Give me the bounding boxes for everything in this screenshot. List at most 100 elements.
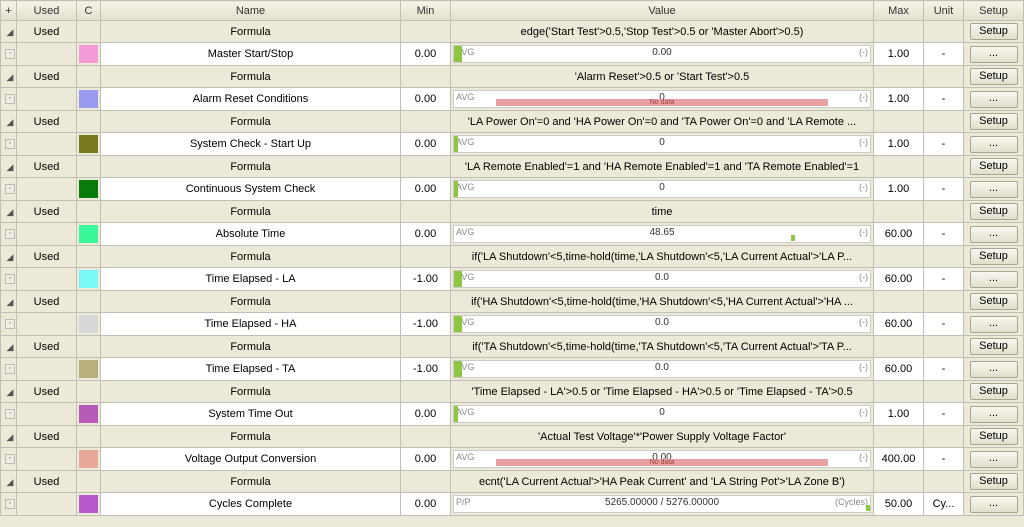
- used-cell[interactable]: Used: [17, 471, 77, 493]
- expand-icon[interactable]: ▫: [5, 499, 15, 509]
- setup-button[interactable]: Setup: [970, 68, 1018, 85]
- used-cell[interactable]: [17, 313, 77, 336]
- unit-cell[interactable]: -: [924, 358, 964, 381]
- color-swatch[interactable]: [77, 43, 101, 66]
- used-cell[interactable]: [17, 133, 77, 156]
- max-cell[interactable]: 60.00: [874, 223, 924, 246]
- used-cell[interactable]: Used: [17, 336, 77, 358]
- value-cell[interactable]: AVG(-)0.0: [451, 358, 874, 381]
- dots-button[interactable]: ...: [970, 271, 1018, 288]
- used-cell[interactable]: [17, 178, 77, 201]
- header-plus[interactable]: +: [1, 1, 17, 21]
- expand-icon[interactable]: ▫: [5, 319, 15, 329]
- used-cell[interactable]: Used: [17, 381, 77, 403]
- expand-icon[interactable]: ▫: [5, 94, 15, 104]
- expand-icon[interactable]: ▫: [5, 274, 15, 284]
- used-cell[interactable]: [17, 358, 77, 381]
- max-cell[interactable]: 1.00: [874, 133, 924, 156]
- collapse-icon[interactable]: ◢: [5, 207, 15, 217]
- dots-button[interactable]: ...: [970, 451, 1018, 468]
- expand-icon[interactable]: ▫: [5, 364, 15, 374]
- min-cell[interactable]: 0.00: [401, 403, 451, 426]
- value-cell[interactable]: AVG(-)0: [451, 133, 874, 156]
- name-cell[interactable]: Time Elapsed - TA: [101, 358, 401, 381]
- max-cell[interactable]: 1.00: [874, 43, 924, 66]
- max-cell[interactable]: 1.00: [874, 88, 924, 111]
- collapse-icon[interactable]: ◢: [5, 162, 15, 172]
- name-cell[interactable]: Time Elapsed - HA: [101, 313, 401, 336]
- setup-button[interactable]: Setup: [970, 248, 1018, 265]
- collapse-icon[interactable]: ◢: [5, 27, 15, 37]
- header-unit[interactable]: Unit: [924, 1, 964, 21]
- setup-button[interactable]: Setup: [970, 428, 1018, 445]
- expand-icon[interactable]: ▫: [5, 184, 15, 194]
- header-value[interactable]: Value: [451, 1, 874, 21]
- value-cell[interactable]: AVG(-)0.00No data: [451, 448, 874, 471]
- min-cell[interactable]: 0.00: [401, 448, 451, 471]
- setup-button[interactable]: Setup: [970, 23, 1018, 40]
- setup-button[interactable]: Setup: [970, 338, 1018, 355]
- header-min[interactable]: Min: [401, 1, 451, 21]
- used-cell[interactable]: [17, 493, 77, 516]
- min-cell[interactable]: -1.00: [401, 358, 451, 381]
- expand-icon[interactable]: ▫: [5, 454, 15, 464]
- used-cell[interactable]: Used: [17, 291, 77, 313]
- value-cell[interactable]: P/P(Cycles)5265.00000 / 5276.00000: [451, 493, 874, 516]
- dots-button[interactable]: ...: [970, 496, 1018, 513]
- min-cell[interactable]: -1.00: [401, 313, 451, 336]
- dots-button[interactable]: ...: [970, 361, 1018, 378]
- dots-button[interactable]: ...: [970, 226, 1018, 243]
- used-cell[interactable]: Used: [17, 201, 77, 223]
- color-swatch[interactable]: [77, 268, 101, 291]
- setup-button[interactable]: Setup: [970, 383, 1018, 400]
- unit-cell[interactable]: -: [924, 313, 964, 336]
- dots-button[interactable]: ...: [970, 136, 1018, 153]
- used-cell[interactable]: Used: [17, 21, 77, 43]
- value-cell[interactable]: AVG(-)0: [451, 178, 874, 201]
- value-cell[interactable]: AVG(-)0: [451, 403, 874, 426]
- color-swatch[interactable]: [77, 448, 101, 471]
- header-max[interactable]: Max: [874, 1, 924, 21]
- used-cell[interactable]: [17, 223, 77, 246]
- unit-cell[interactable]: -: [924, 43, 964, 66]
- used-cell[interactable]: [17, 448, 77, 471]
- unit-cell[interactable]: -: [924, 88, 964, 111]
- header-setup[interactable]: Setup: [964, 1, 1024, 21]
- min-cell[interactable]: 0.00: [401, 88, 451, 111]
- value-cell[interactable]: AVG(-)48.65: [451, 223, 874, 246]
- dots-button[interactable]: ...: [970, 181, 1018, 198]
- setup-button[interactable]: Setup: [970, 473, 1018, 490]
- used-cell[interactable]: [17, 268, 77, 291]
- used-cell[interactable]: [17, 88, 77, 111]
- setup-button[interactable]: Setup: [970, 158, 1018, 175]
- value-cell[interactable]: AVG(-)0.0: [451, 268, 874, 291]
- name-cell[interactable]: Cycles Complete: [101, 493, 401, 516]
- color-swatch[interactable]: [77, 133, 101, 156]
- min-cell[interactable]: 0.00: [401, 493, 451, 516]
- color-swatch[interactable]: [77, 223, 101, 246]
- name-cell[interactable]: Voltage Output Conversion: [101, 448, 401, 471]
- used-cell[interactable]: Used: [17, 426, 77, 448]
- dots-button[interactable]: ...: [970, 316, 1018, 333]
- used-cell[interactable]: Used: [17, 111, 77, 133]
- unit-cell[interactable]: -: [924, 178, 964, 201]
- unit-cell[interactable]: -: [924, 223, 964, 246]
- color-swatch[interactable]: [77, 178, 101, 201]
- unit-cell[interactable]: -: [924, 448, 964, 471]
- header-used[interactable]: Used: [17, 1, 77, 21]
- used-cell[interactable]: [17, 403, 77, 426]
- name-cell[interactable]: Absolute Time: [101, 223, 401, 246]
- collapse-icon[interactable]: ◢: [5, 387, 15, 397]
- color-swatch[interactable]: [77, 403, 101, 426]
- used-cell[interactable]: Used: [17, 66, 77, 88]
- color-swatch[interactable]: [77, 493, 101, 516]
- dots-button[interactable]: ...: [970, 91, 1018, 108]
- name-cell[interactable]: Alarm Reset Conditions: [101, 88, 401, 111]
- expand-icon[interactable]: ▫: [5, 409, 15, 419]
- max-cell[interactable]: 50.00: [874, 493, 924, 516]
- color-swatch[interactable]: [77, 313, 101, 336]
- setup-button[interactable]: Setup: [970, 113, 1018, 130]
- min-cell[interactable]: 0.00: [401, 43, 451, 66]
- expand-icon[interactable]: ▫: [5, 229, 15, 239]
- collapse-icon[interactable]: ◢: [5, 72, 15, 82]
